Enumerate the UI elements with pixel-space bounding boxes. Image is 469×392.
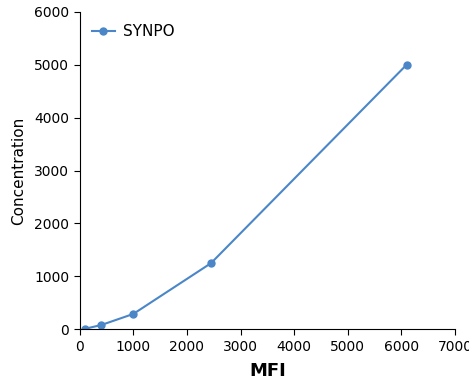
Line: SYNPO: SYNPO [82, 61, 410, 332]
SYNPO [98, 323, 104, 327]
SYNPO [404, 62, 409, 67]
SYNPO [82, 327, 88, 331]
Y-axis label: Concentration: Concentration [11, 116, 26, 225]
SYNPO [208, 261, 214, 265]
X-axis label: MFI: MFI [249, 362, 286, 380]
Legend: SYNPO: SYNPO [87, 19, 179, 44]
SYNPO [130, 312, 136, 316]
